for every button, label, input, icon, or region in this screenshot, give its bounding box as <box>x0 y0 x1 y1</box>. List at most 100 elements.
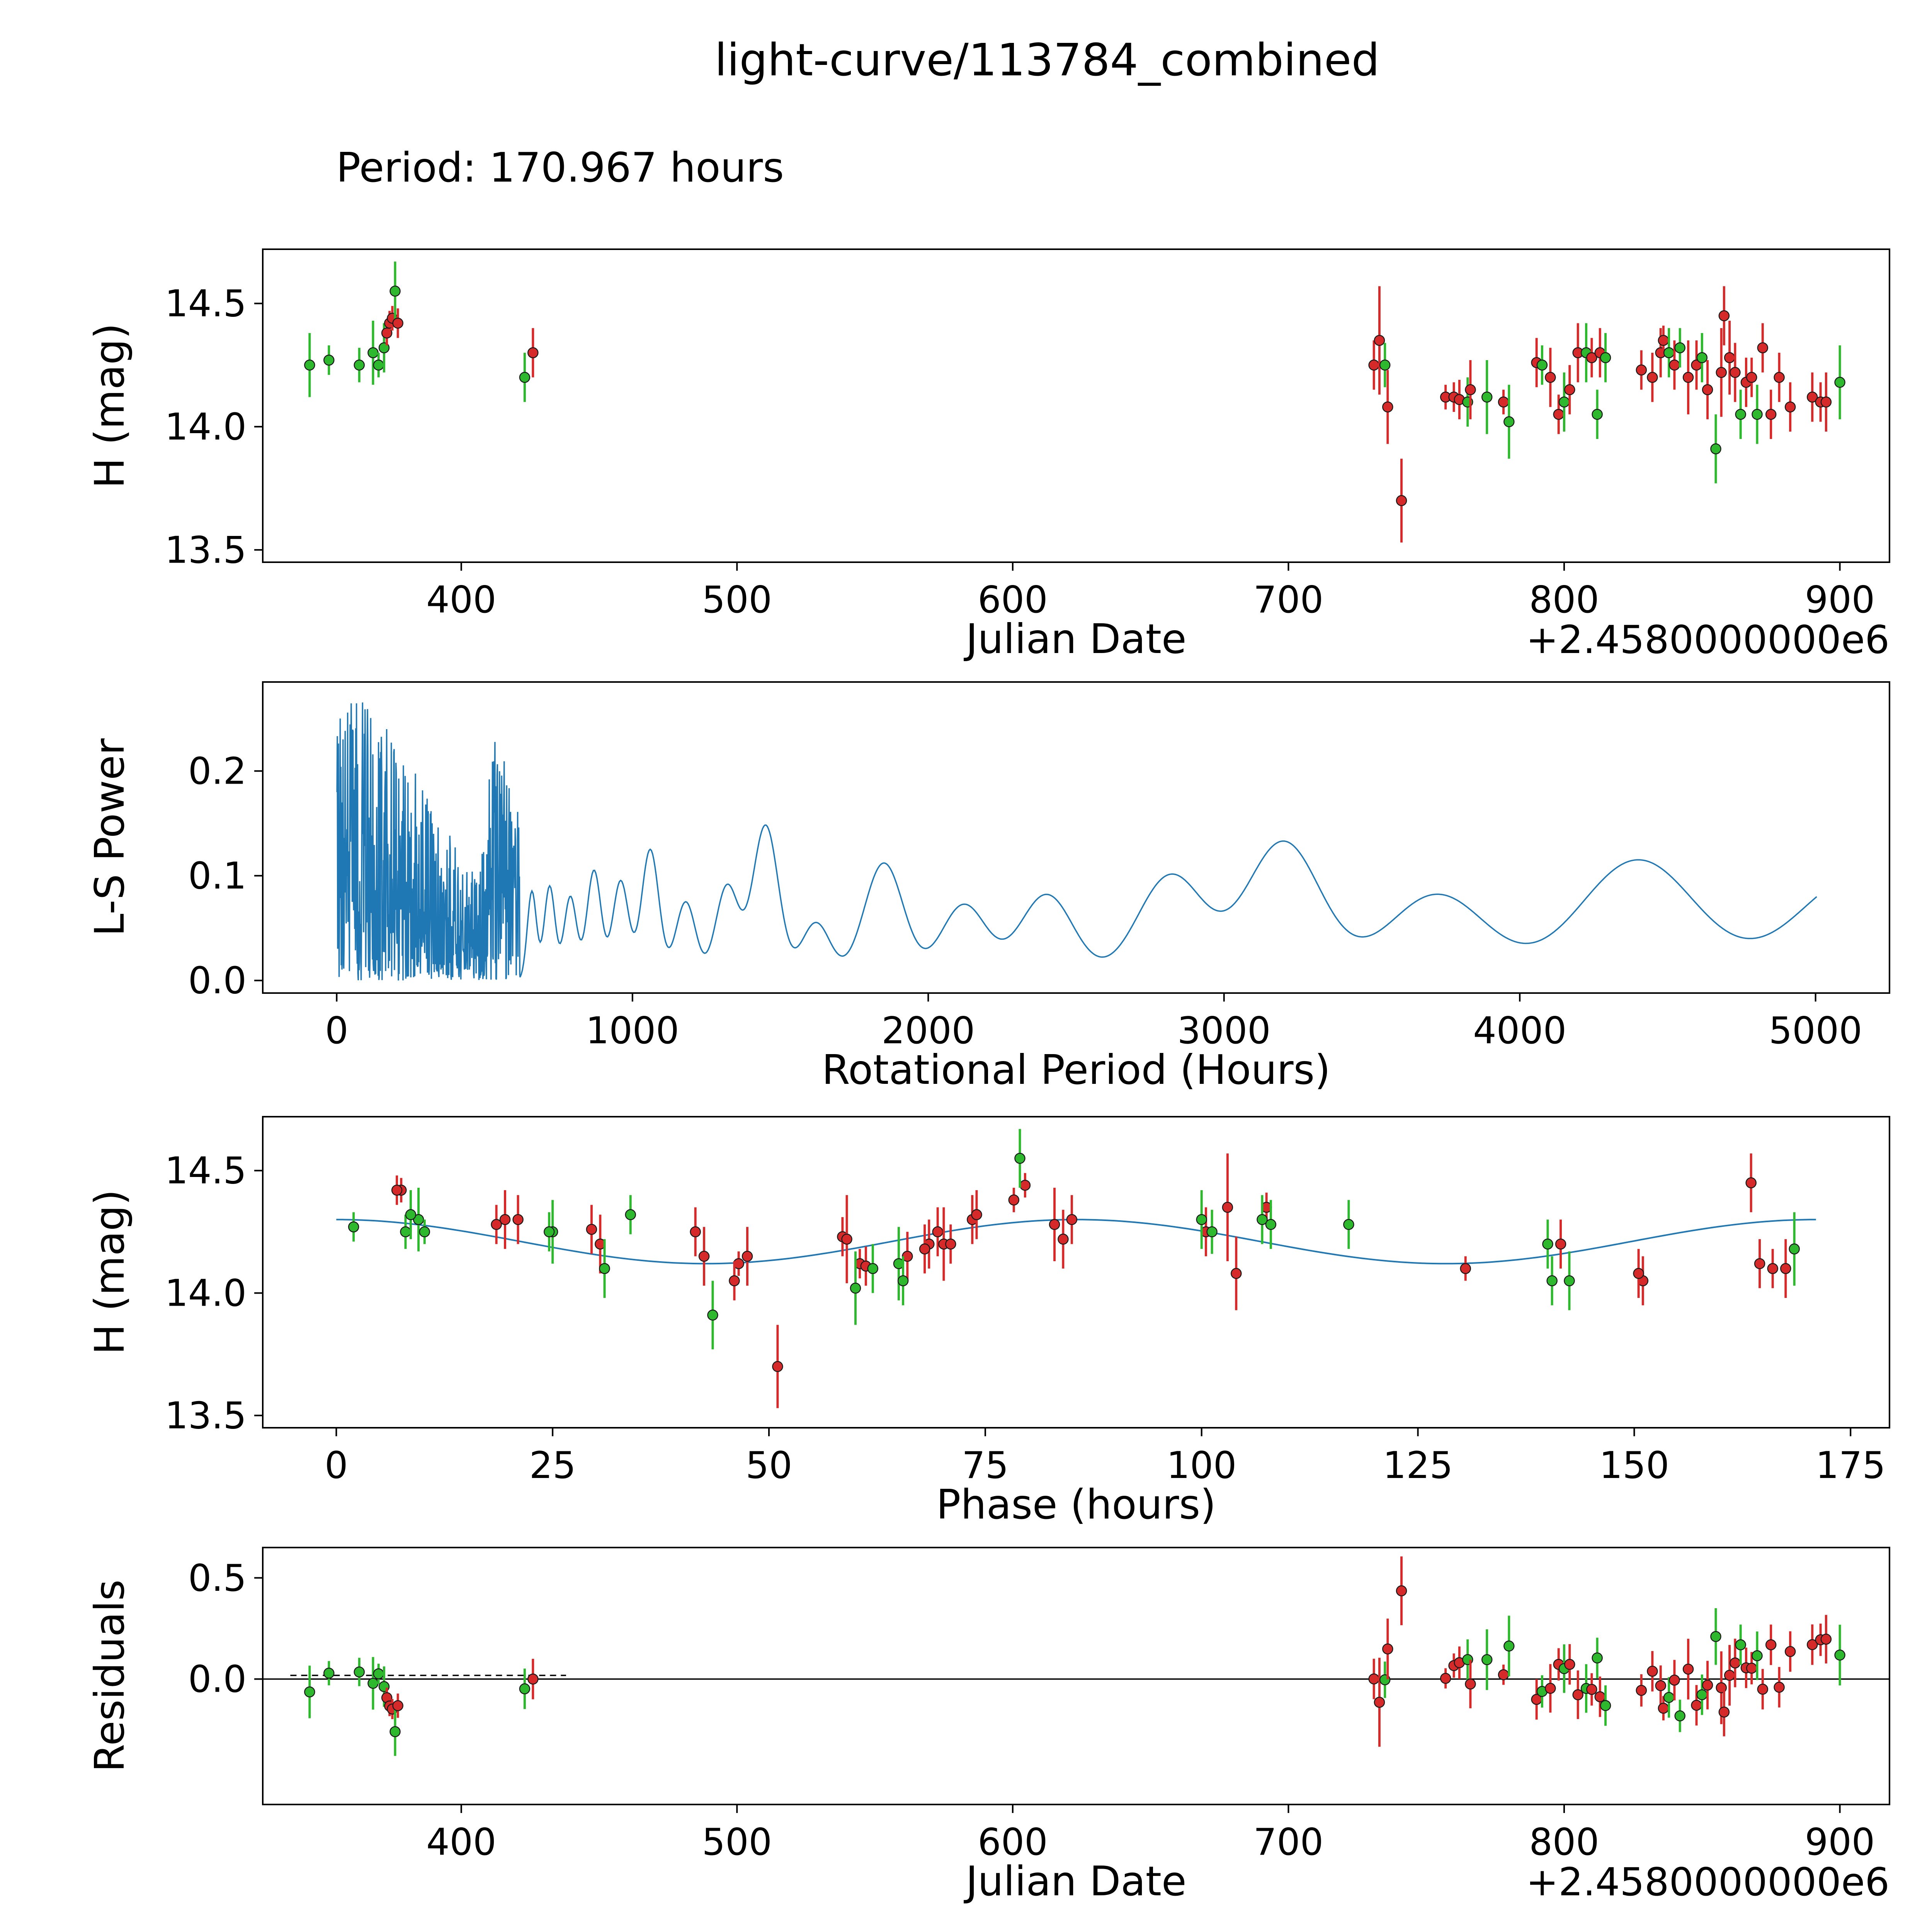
data-point-red <box>1633 1268 1644 1279</box>
data-point-red <box>1049 1219 1060 1230</box>
data-point-green <box>1379 359 1391 371</box>
xlabel-rotational-period: Rotational Period (Hours) <box>822 1046 1330 1094</box>
ylabel-residuals: Residuals <box>86 1580 133 1772</box>
y-tick-label: 0.0 <box>188 1658 247 1701</box>
data-point-green <box>1558 396 1570 408</box>
data-point-red <box>1368 359 1379 371</box>
data-point-green <box>1206 1226 1218 1238</box>
data-point-red <box>1647 1665 1658 1677</box>
data-point-green <box>519 1683 531 1694</box>
data-point-red <box>1718 310 1730 321</box>
xlabel-jd-top: Julian Date <box>963 616 1186 663</box>
data-point-green <box>1481 1654 1493 1665</box>
data-point-red <box>1440 1673 1451 1684</box>
x-tick-label: 100 <box>1167 1444 1236 1487</box>
data-point-red <box>1008 1194 1020 1206</box>
data-point-red <box>1572 1689 1583 1701</box>
x-offset-label-bottom: +2.4580000000e6 <box>1526 1859 1889 1905</box>
data-point-red <box>1222 1202 1233 1213</box>
data-point-green <box>1257 1214 1268 1225</box>
data-point-red <box>1382 1643 1393 1655</box>
x-tick-label: 600 <box>978 1821 1048 1864</box>
y-tick-label: 13.5 <box>165 529 247 571</box>
data-point-red <box>1784 1646 1796 1657</box>
data-point-red <box>1716 367 1727 378</box>
data-point-red <box>1754 1258 1765 1269</box>
data-point-green <box>1789 1243 1800 1255</box>
data-point-red <box>1774 1682 1785 1693</box>
data-point-green <box>1834 377 1845 388</box>
data-point-red <box>1460 1263 1471 1274</box>
data-point-red <box>1465 1678 1476 1690</box>
data-point-green <box>1674 342 1685 354</box>
axes-box-periodogram <box>262 681 1890 994</box>
ylabel-ls-power: L-S Power <box>86 738 133 936</box>
y-tick-label: 0.2 <box>188 750 247 793</box>
data-point-green <box>373 1668 384 1680</box>
data-point-green <box>323 1667 335 1679</box>
data-point-green <box>1536 359 1548 371</box>
data-point-red <box>971 1209 982 1220</box>
data-point-green <box>367 347 379 359</box>
data-point-green <box>354 359 365 371</box>
data-point-red <box>527 347 539 359</box>
data-point-green <box>1481 391 1493 403</box>
data-point-green <box>1663 347 1675 359</box>
data-point-green <box>1546 1275 1558 1286</box>
data-point-green <box>400 1226 411 1238</box>
data-point-green <box>1196 1214 1207 1225</box>
data-point-green <box>1752 409 1763 420</box>
data-point-red <box>1765 1639 1777 1650</box>
data-point-red <box>499 1214 511 1225</box>
data-point-red <box>1545 1683 1556 1694</box>
data-point-red <box>1718 1706 1730 1718</box>
x-tick-label: 0 <box>325 1444 348 1487</box>
data-point-green <box>304 359 315 371</box>
data-point-red <box>1820 396 1832 408</box>
data-point-green <box>1696 352 1708 363</box>
periodogram-curve <box>336 702 1817 981</box>
x-tick-label: 900 <box>1805 1821 1875 1864</box>
x-tick-label: 2000 <box>881 1010 975 1052</box>
data-point-red <box>1231 1268 1242 1279</box>
data-point-red <box>1757 1684 1769 1695</box>
data-point-red <box>392 1700 403 1711</box>
data-point-green <box>850 1282 861 1294</box>
data-point-green <box>1834 1650 1845 1661</box>
data-point-red <box>772 1361 783 1372</box>
data-point-green <box>1564 1275 1575 1286</box>
x-tick-label: 400 <box>426 1821 496 1864</box>
y-tick-label: 14.0 <box>165 406 247 448</box>
ylabel-h-mag-phase: H (mag) <box>86 1189 133 1355</box>
data-point-red <box>1724 352 1735 363</box>
data-point-red <box>1669 359 1680 371</box>
data-point-red <box>1655 1680 1666 1691</box>
data-point-green <box>1503 416 1515 427</box>
y-tick-label: 0.1 <box>188 855 247 898</box>
data-point-green <box>373 359 384 371</box>
fit-curve <box>336 1219 1816 1265</box>
data-point-red <box>1702 384 1713 395</box>
y-tick-label: 14.5 <box>165 283 247 325</box>
data-point-red <box>698 1251 710 1262</box>
xlabel-phase: Phase (hours) <box>936 1481 1216 1528</box>
data-point-green <box>707 1310 718 1321</box>
data-point-green <box>367 1678 379 1689</box>
data-point-red <box>1765 409 1777 420</box>
y-tick-label: 13.5 <box>165 1395 247 1437</box>
figure-title: light-curve/113784_combined <box>714 34 1379 86</box>
data-point-green <box>1752 1650 1763 1662</box>
data-point-red <box>1702 1679 1713 1691</box>
data-point-red <box>1465 384 1476 395</box>
data-point-green <box>304 1686 315 1697</box>
y-tick-label: 14.0 <box>165 1272 247 1315</box>
data-point-red <box>1658 335 1669 346</box>
data-point-red <box>1564 1659 1575 1670</box>
data-point-green <box>867 1263 878 1274</box>
data-point-red <box>690 1226 701 1238</box>
data-point-red <box>945 1238 956 1250</box>
x-tick-label: 5000 <box>1769 1010 1862 1052</box>
data-point-red <box>919 1243 930 1255</box>
